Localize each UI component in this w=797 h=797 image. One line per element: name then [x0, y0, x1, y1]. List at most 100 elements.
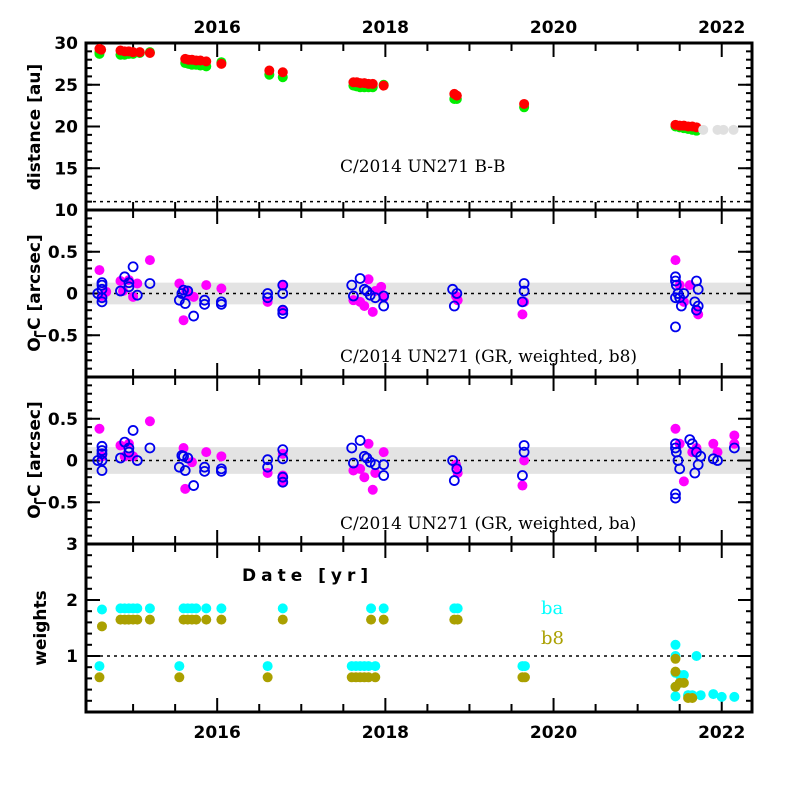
- data-point: [199, 298, 210, 310]
- data-point: [675, 300, 687, 312]
- data-point: [277, 476, 289, 488]
- y-tick-label: 10: [54, 201, 78, 221]
- data-point: [201, 447, 212, 458]
- data-point: [359, 301, 370, 312]
- data-point: [96, 445, 108, 456]
- data-point: [216, 603, 227, 614]
- data-point: [517, 480, 528, 491]
- data-point: [96, 621, 107, 632]
- data-point: [115, 275, 126, 286]
- data-point: [448, 475, 460, 486]
- data-point: [123, 446, 135, 458]
- data-point: [264, 65, 275, 76]
- data-point: [448, 300, 460, 312]
- series-ba: [94, 603, 740, 702]
- data-point: [262, 292, 274, 304]
- data-point: [670, 691, 681, 702]
- data-point: [199, 461, 210, 473]
- data-point: [115, 452, 126, 464]
- data-point: [517, 296, 528, 308]
- x-tick-label-top: 2016: [194, 18, 241, 38]
- data-point: [718, 124, 729, 135]
- panel-annotation: C/2014 UN271 (GR, weighted, ba): [340, 514, 636, 534]
- data-point: [518, 285, 530, 297]
- data-point: [144, 603, 155, 614]
- data-point: [174, 672, 185, 683]
- data-point: [378, 80, 389, 91]
- series-b8: [94, 614, 698, 703]
- data-point: [452, 614, 463, 625]
- data-point: [378, 470, 390, 481]
- data-point: [378, 459, 390, 471]
- data-point: [127, 425, 139, 436]
- data-point: [670, 321, 681, 333]
- data-point: [199, 465, 210, 477]
- data-point: [451, 288, 463, 299]
- x-tick-label-bottom: 2018: [362, 723, 409, 743]
- data-point: [451, 463, 463, 475]
- data-point: [367, 484, 378, 495]
- data-point: [144, 442, 156, 454]
- data-point: [729, 430, 740, 441]
- data-point: [346, 279, 358, 291]
- data-point: [348, 457, 359, 469]
- data-point: [216, 614, 227, 625]
- data-point: [370, 468, 381, 479]
- y-tick-label: 15: [54, 159, 78, 179]
- x-axis-label: Date [yr]: [242, 566, 373, 586]
- data-point: [687, 693, 698, 703]
- legend-label-ba: ba: [541, 598, 564, 619]
- y-axis-label: distance [au]: [25, 64, 45, 190]
- x-tick-label-top: 2020: [530, 18, 577, 38]
- y-tick-label: 20: [54, 118, 78, 138]
- data-point: [132, 278, 143, 289]
- data-point: [201, 56, 212, 67]
- data-point: [728, 442, 740, 454]
- data-point: [692, 283, 704, 295]
- data-point: [670, 639, 681, 650]
- data-point: [678, 677, 689, 688]
- data-point: [678, 670, 689, 681]
- panel-annotation: C/2014 UN271 B-B: [340, 157, 506, 177]
- data-point: [128, 451, 139, 462]
- data-point: [262, 454, 274, 466]
- data-point: [517, 309, 528, 320]
- y-tick-label: 2: [66, 591, 78, 611]
- data-point: [670, 423, 681, 434]
- data-point: [188, 480, 200, 491]
- data-point: [674, 463, 686, 475]
- data-point: [215, 298, 227, 310]
- data-point: [698, 124, 709, 135]
- data-point: [670, 488, 681, 500]
- data-point: [191, 603, 202, 614]
- data-point: [686, 438, 698, 450]
- series-geocentric: [94, 43, 702, 133]
- data-point: [182, 452, 194, 464]
- data-point: [188, 291, 199, 302]
- data-point: [695, 450, 707, 462]
- y-tick-label: 0.5: [48, 243, 78, 263]
- data-point: [277, 453, 289, 465]
- x-tick-label-bottom: 2016: [194, 723, 241, 743]
- data-point: [691, 304, 702, 316]
- data-point: [378, 300, 390, 312]
- data-point: [370, 661, 381, 672]
- y-tick-label: 1: [66, 647, 78, 667]
- data-point: [262, 288, 274, 299]
- series-dec-residuals: [92, 425, 740, 504]
- data-point: [94, 672, 105, 683]
- data-point: [201, 280, 212, 291]
- data-point: [729, 691, 740, 702]
- data-point: [182, 285, 194, 297]
- data-point: [96, 604, 107, 615]
- x-tick-label-bottom: 2022: [698, 723, 745, 743]
- data-point: [691, 651, 702, 661]
- data-point: [378, 614, 389, 625]
- x-tick-label-top: 2022: [698, 18, 745, 38]
- y-tick-label: −0.5: [34, 326, 78, 346]
- data-point: [127, 261, 139, 273]
- data-point: [358, 283, 370, 295]
- data-point: [132, 603, 143, 614]
- data-point: [123, 277, 135, 289]
